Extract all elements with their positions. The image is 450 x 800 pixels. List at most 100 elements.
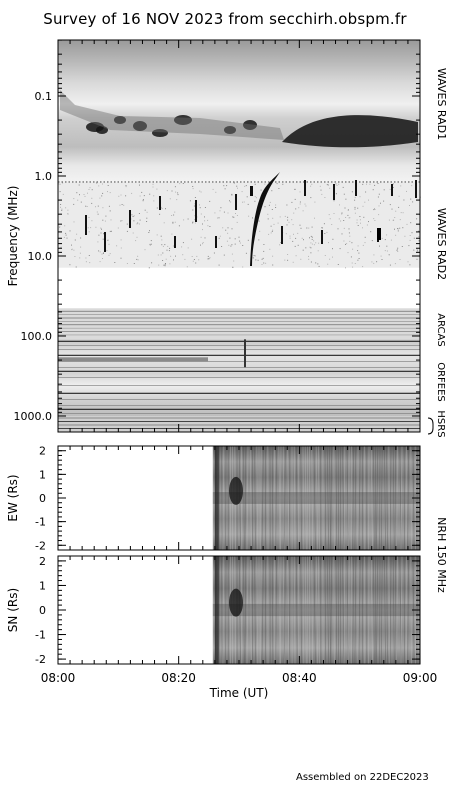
- rad2-speckle: [61, 209, 63, 211]
- rad2-speckle: [152, 183, 154, 185]
- nrh-sn-panel-start-edge: [214, 556, 219, 664]
- rad2-speckle: [349, 217, 351, 219]
- rad2-speckle: [395, 210, 397, 212]
- rad2-speckle: [219, 235, 221, 237]
- rad2-speckle: [102, 219, 104, 221]
- rad2-speckle: [293, 212, 295, 214]
- rad2-speckle: [223, 211, 225, 213]
- nrh-sn-panel-striation: [400, 555, 403, 665]
- rad2-speckle: [400, 212, 402, 214]
- rad2-speckle: [303, 239, 304, 241]
- rad2-speckle: [292, 224, 294, 226]
- nrh-ew-panel-striation: [399, 445, 402, 551]
- rad2-speckle: [238, 236, 240, 238]
- rad2-speckle: [67, 209, 69, 211]
- rad2-speckle: [91, 220, 93, 222]
- rad2-speckle: [383, 189, 385, 191]
- rad2-speckle: [186, 266, 188, 268]
- nrh-sn-panel-striation: [261, 555, 264, 665]
- rad2-speckle: [310, 197, 312, 199]
- rad2-speckle: [407, 261, 409, 263]
- rad2-speckle: [108, 243, 110, 245]
- rad2-speckle: [171, 215, 173, 216]
- rad2-speckle: [397, 228, 399, 230]
- nrh-ew-panel-striation: [278, 445, 281, 551]
- rad2-speckle: [173, 259, 174, 261]
- rad2-speckle: [119, 204, 121, 206]
- rad2-speckle: [98, 185, 100, 187]
- rad2-speckle: [276, 183, 278, 185]
- rad2-speckle: [181, 246, 183, 248]
- rad2-speckle: [242, 201, 243, 203]
- rad2-speckle: [336, 184, 338, 186]
- nrh-ew-panel-image: [212, 446, 420, 550]
- rad2-speckle: [230, 201, 232, 203]
- rad2-speckle: [199, 204, 200, 206]
- rad2-speckle: [200, 244, 201, 246]
- rad2-speckle: [123, 204, 125, 206]
- rad2-speckle: [88, 255, 90, 256]
- rad2-speckle: [107, 185, 109, 186]
- rad2-speckle: [294, 198, 296, 200]
- rad2-speckle: [178, 225, 180, 227]
- rad2-speckle: [99, 197, 101, 199]
- time-tick-label: 08:00: [41, 671, 76, 685]
- rad2-speckle: [99, 261, 101, 263]
- rad2-speckle: [324, 197, 326, 198]
- position-tick-label: 1: [39, 579, 46, 592]
- rad2-speckle: [261, 264, 263, 265]
- rad2-speckle: [177, 194, 179, 196]
- rad2-speckle: [62, 182, 64, 184]
- rad2-speckle: [59, 191, 61, 193]
- rad2-speckle: [358, 258, 360, 259]
- rad2-speckle: [247, 203, 249, 205]
- nrh-ew-panel-striation: [313, 445, 316, 551]
- rad2-speckle: [219, 210, 221, 212]
- rad2-speckle: [347, 252, 349, 254]
- rad2-speckle: [332, 238, 334, 240]
- rad2-speckle: [295, 208, 297, 210]
- rad2-speckle: [78, 184, 80, 186]
- rad2-speckle: [165, 258, 167, 260]
- rad2-speckle: [91, 189, 93, 191]
- rad2-speckle: [227, 232, 229, 234]
- nrh-sn-panel-striation: [260, 555, 262, 665]
- nrh-sn-panel-striation: [318, 555, 320, 665]
- nrh-sn-panel-striation: [380, 555, 383, 665]
- rad2-speckle: [90, 227, 92, 229]
- nrh-sn-panel-striation: [221, 555, 223, 665]
- rad2-speckle: [235, 213, 236, 214]
- rad2-speckle: [207, 255, 209, 257]
- rad2-speckle: [109, 253, 111, 255]
- rad2-speckle: [75, 266, 77, 268]
- rad2-speckle: [279, 244, 281, 246]
- nrh-sn-panel-striation: [396, 555, 398, 665]
- rad2-speckle: [199, 207, 201, 209]
- rad2-speckle: [398, 195, 400, 197]
- rad2-speckle: [288, 221, 290, 223]
- nrh-sn-panel-striation: [275, 555, 277, 665]
- rad2-speckle: [245, 252, 247, 254]
- rad2-speckle: [271, 209, 273, 210]
- position-tick-label: 2: [39, 555, 46, 568]
- rad2-speckle: [263, 262, 265, 264]
- nrh-sn-panel-striation: [296, 555, 298, 665]
- nrh-sn-panel-striation: [324, 555, 327, 665]
- rad2-speckle: [345, 243, 346, 245]
- rad2-speckle: [200, 191, 202, 193]
- rad2-speckle: [121, 220, 123, 222]
- rad2-speckle: [341, 212, 343, 214]
- rad2-speckle: [202, 242, 204, 244]
- rad2-speckle: [402, 212, 404, 214]
- nrh-sn-panel-striation: [278, 555, 281, 665]
- rad2-speckle: [270, 232, 272, 234]
- rad2-speckle: [359, 216, 361, 217]
- rad2-speckle: [380, 202, 381, 204]
- rad2-speckle: [351, 191, 353, 193]
- rad2-speckle: [156, 188, 158, 190]
- nrh-sn-panel-striation: [311, 555, 314, 665]
- nrh-ew-panel-striation: [261, 445, 264, 551]
- rad2-speckle: [141, 191, 143, 193]
- rad2-speckle: [311, 236, 313, 238]
- rad2-speckle: [374, 209, 376, 210]
